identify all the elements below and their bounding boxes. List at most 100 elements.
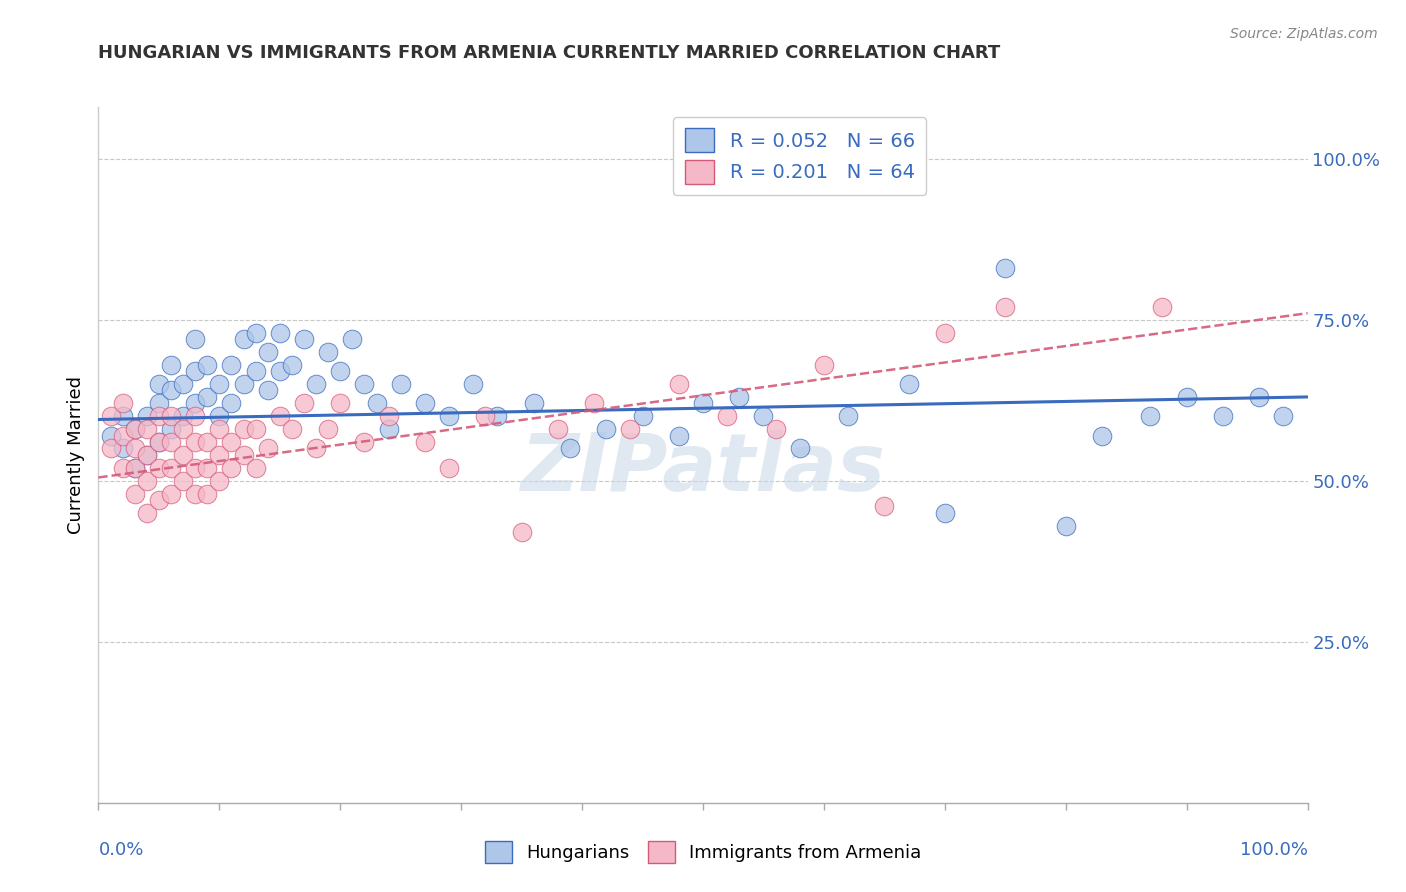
- Point: [232, 448, 254, 462]
- Point: [100, 409, 122, 424]
- Point: [124, 460, 146, 475]
- Point: [160, 422, 183, 436]
- Point: [837, 409, 859, 424]
- Point: [437, 460, 460, 475]
- Point: [631, 409, 654, 424]
- Text: HUNGARIAN VS IMMIGRANTS FROM ARMENIA CURRENTLY MARRIED CORRELATION CHART: HUNGARIAN VS IMMIGRANTS FROM ARMENIA CUR…: [98, 45, 1001, 62]
- Point: [148, 396, 170, 410]
- Point: [389, 377, 412, 392]
- Point: [1272, 409, 1295, 424]
- Point: [148, 460, 170, 475]
- Point: [232, 377, 254, 392]
- Point: [160, 486, 183, 500]
- Point: [619, 422, 641, 436]
- Point: [1139, 409, 1161, 424]
- Point: [172, 422, 194, 436]
- Point: [437, 409, 460, 424]
- Y-axis label: Currently Married: Currently Married: [66, 376, 84, 534]
- Point: [413, 435, 436, 450]
- Point: [135, 474, 157, 488]
- Point: [269, 326, 291, 340]
- Point: [329, 396, 352, 410]
- Point: [377, 422, 399, 436]
- Point: [195, 460, 218, 475]
- Point: [595, 422, 617, 436]
- Point: [124, 460, 146, 475]
- Point: [148, 435, 170, 450]
- Point: [523, 396, 546, 410]
- Point: [269, 364, 291, 378]
- Point: [292, 332, 315, 346]
- Point: [269, 409, 291, 424]
- Point: [366, 396, 388, 410]
- Point: [221, 435, 243, 450]
- Point: [172, 377, 194, 392]
- Point: [208, 448, 231, 462]
- Point: [184, 364, 207, 378]
- Point: [195, 390, 218, 404]
- Point: [208, 422, 231, 436]
- Point: [752, 409, 775, 424]
- Point: [184, 409, 207, 424]
- Point: [184, 486, 207, 500]
- Point: [184, 332, 207, 346]
- Point: [245, 422, 267, 436]
- Point: [135, 422, 157, 436]
- Point: [1175, 390, 1198, 404]
- Point: [765, 422, 787, 436]
- Point: [124, 422, 146, 436]
- Point: [934, 326, 956, 340]
- Point: [172, 409, 194, 424]
- Point: [172, 448, 194, 462]
- Point: [160, 409, 183, 424]
- Point: [256, 442, 278, 456]
- Point: [934, 506, 956, 520]
- Point: [135, 448, 157, 462]
- Point: [124, 486, 146, 500]
- Point: [1212, 409, 1234, 424]
- Point: [1152, 300, 1174, 314]
- Point: [172, 474, 194, 488]
- Point: [994, 300, 1017, 314]
- Point: [316, 344, 339, 359]
- Point: [583, 396, 606, 410]
- Point: [547, 422, 569, 436]
- Point: [111, 409, 134, 424]
- Point: [160, 460, 183, 475]
- Point: [232, 422, 254, 436]
- Point: [716, 409, 738, 424]
- Point: [413, 396, 436, 410]
- Point: [463, 377, 485, 392]
- Point: [305, 442, 328, 456]
- Point: [208, 409, 231, 424]
- Point: [813, 358, 835, 372]
- Point: [148, 377, 170, 392]
- Point: [135, 409, 157, 424]
- Point: [124, 422, 146, 436]
- Point: [897, 377, 920, 392]
- Legend: Hungarians, Immigrants from Armenia: Hungarians, Immigrants from Armenia: [478, 834, 928, 871]
- Point: [1054, 518, 1077, 533]
- Point: [195, 358, 218, 372]
- Point: [245, 364, 267, 378]
- Point: [208, 474, 231, 488]
- Point: [124, 442, 146, 456]
- Point: [160, 358, 183, 372]
- Point: [873, 500, 896, 514]
- Point: [474, 409, 496, 424]
- Point: [221, 358, 243, 372]
- Point: [208, 377, 231, 392]
- Point: [281, 358, 304, 372]
- Point: [195, 435, 218, 450]
- Text: ZIPatlas: ZIPatlas: [520, 430, 886, 508]
- Point: [353, 435, 375, 450]
- Point: [256, 344, 278, 359]
- Point: [232, 332, 254, 346]
- Point: [111, 460, 134, 475]
- Point: [245, 326, 267, 340]
- Point: [111, 428, 134, 442]
- Point: [728, 390, 751, 404]
- Point: [377, 409, 399, 424]
- Point: [135, 506, 157, 520]
- Point: [100, 442, 122, 456]
